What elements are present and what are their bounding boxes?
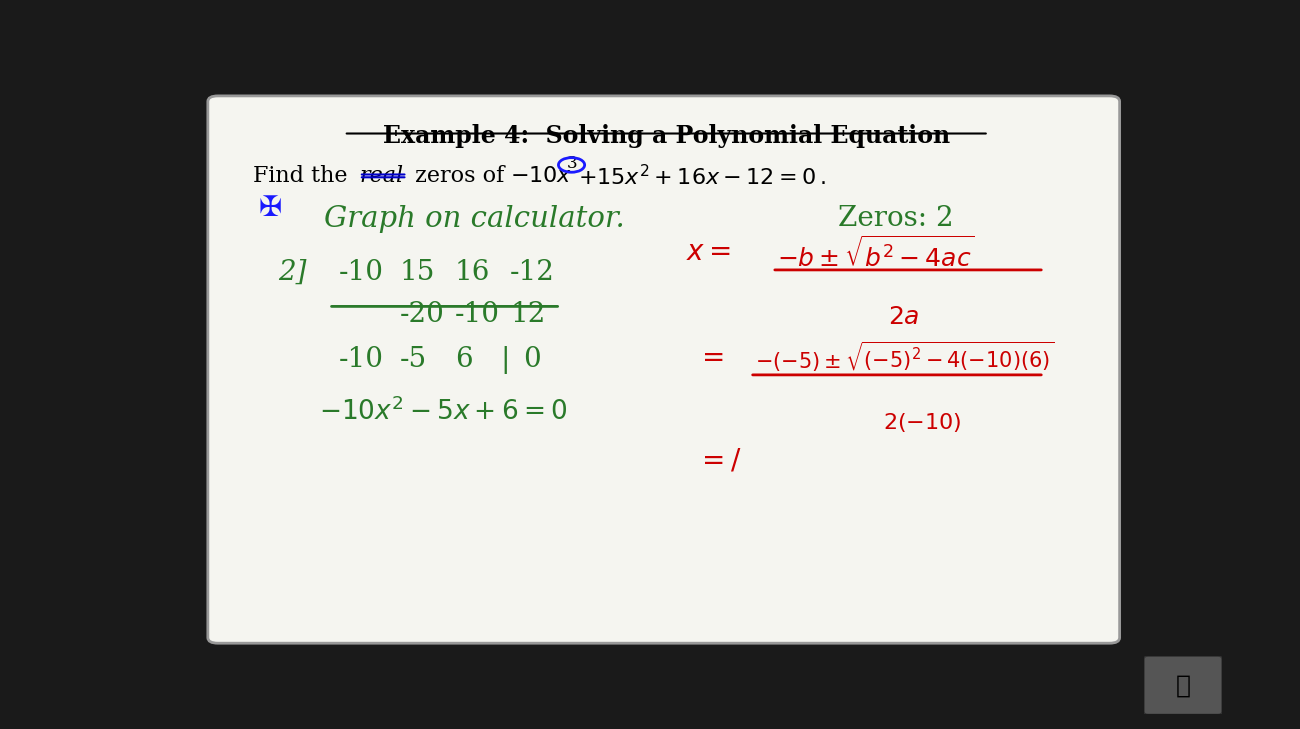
Text: Zeros: 2: Zeros: 2 [837,206,953,233]
Text: real: real [359,165,403,187]
Text: 0: 0 [523,346,541,373]
Text: -5: -5 [399,346,426,373]
FancyBboxPatch shape [208,96,1119,643]
Text: 6: 6 [455,346,472,373]
Text: $=$: $=$ [697,343,724,370]
Text: 12: 12 [510,301,546,328]
Text: -12: -12 [510,259,555,286]
Text: $2a$: $2a$ [888,306,919,330]
Text: 🖥: 🖥 [1175,674,1191,697]
Text: |: | [500,346,510,374]
Text: 3: 3 [567,155,577,172]
Text: 15: 15 [399,259,434,286]
Text: $-10x^2-5x+6=0$: $-10x^2-5x+6=0$ [318,397,567,425]
Text: -10: -10 [455,301,499,328]
Text: $x =$: $x =$ [686,239,732,266]
Text: 16: 16 [455,259,490,286]
Text: -10: -10 [339,259,384,286]
Text: $-(-5) \pm \sqrt{(-5)^2-4(-10)(6)}$: $-(-5) \pm \sqrt{(-5)^2-4(-10)(6)}$ [755,340,1054,374]
Text: $2(-10)$: $2(-10)$ [883,411,962,434]
Text: $-10x$: $-10x$ [510,165,572,187]
Text: Graph on calculator.: Graph on calculator. [324,206,624,233]
FancyBboxPatch shape [1144,656,1222,714]
Text: Find the: Find the [254,165,355,187]
Text: -10: -10 [339,346,384,373]
Text: $+15x^2+16x-12=0\,.$: $+15x^2+16x-12=0\,.$ [577,165,826,190]
Text: Example 4:  Solving a Polynomial Equation: Example 4: Solving a Polynomial Equation [382,124,950,148]
Text: $\maltese$: $\maltese$ [259,194,282,222]
Text: $=/$: $=/$ [697,448,742,475]
Text: 2]: 2] [278,259,307,286]
Text: zeros of: zeros of [408,165,512,187]
Text: -20: -20 [399,301,445,328]
Text: $-b \pm \sqrt{b^2-4ac}$: $-b \pm \sqrt{b^2-4ac}$ [777,236,975,273]
